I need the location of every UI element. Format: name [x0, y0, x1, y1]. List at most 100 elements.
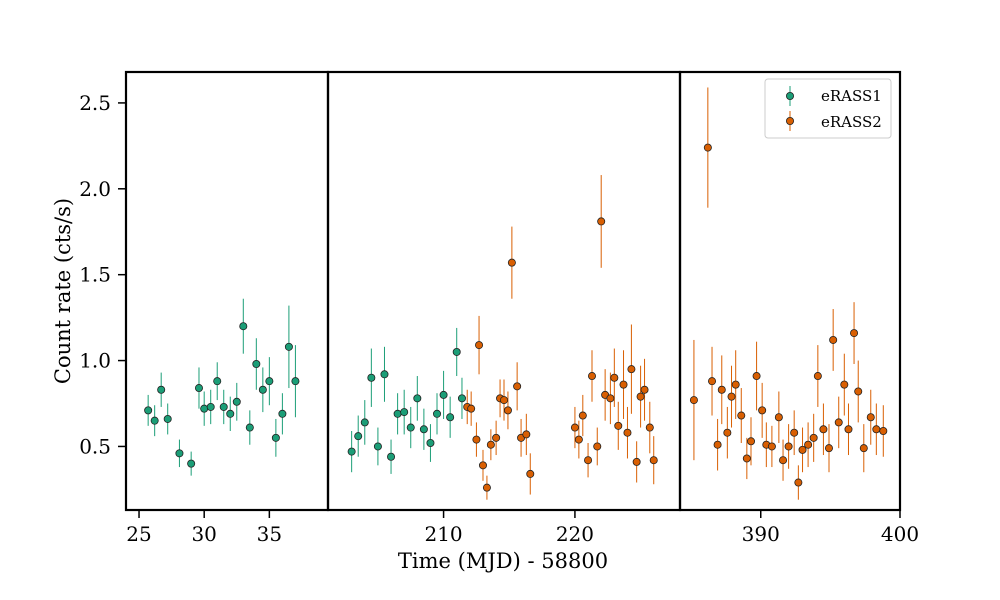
legend-marker-erass1 [786, 92, 795, 101]
point-erass1 [278, 409, 287, 418]
point-erass2 [747, 437, 756, 446]
point-erass2 [758, 406, 767, 415]
y-tick-label: 1.5 [79, 263, 111, 287]
point-erass2 [829, 335, 838, 344]
point-erass1 [452, 347, 461, 356]
x-tick-label: 35 [257, 522, 282, 546]
point-erass2 [840, 380, 849, 389]
point-erass2 [614, 421, 623, 430]
point-erass1 [419, 425, 428, 434]
point-erass2 [752, 372, 761, 381]
point-erass1 [252, 359, 261, 368]
x-tick-label: 400 [881, 522, 919, 546]
point-erass2 [574, 435, 583, 444]
point-erass2 [703, 143, 712, 152]
chart-panels [126, 72, 900, 510]
point-erass2 [503, 406, 512, 415]
point-erass2 [872, 425, 881, 434]
y-tick-label: 0.5 [79, 434, 111, 458]
point-erass2 [513, 382, 522, 391]
point-erass1 [226, 409, 235, 418]
point-erass1 [206, 402, 215, 411]
point-erass2 [475, 341, 484, 350]
x-tick-label: 210 [424, 522, 462, 546]
point-erass2 [499, 396, 508, 405]
point-erass2 [636, 392, 645, 401]
point-erass2 [854, 387, 863, 396]
point-erass2 [859, 444, 868, 453]
point-erass2 [809, 433, 818, 442]
point-erass2 [522, 430, 531, 439]
point-erass1 [258, 385, 267, 394]
point-erass2 [727, 392, 736, 401]
point-erass2 [723, 428, 732, 437]
x-tick-label: 30 [191, 522, 216, 546]
x-tick-label: 25 [126, 522, 151, 546]
point-erass2 [478, 461, 487, 470]
point-erass2 [819, 425, 828, 434]
point-erass1 [433, 409, 442, 418]
point-erass2 [588, 372, 597, 381]
point-erass1 [232, 397, 241, 406]
legend-entry-erass2: eRASS2 [786, 111, 882, 131]
point-erass2 [584, 456, 593, 465]
point-erass2 [813, 372, 822, 381]
point-erass2 [731, 380, 740, 389]
legend-box [764, 78, 892, 139]
point-erass2 [784, 442, 793, 451]
point-erass1 [457, 394, 466, 403]
point-erass1 [387, 452, 396, 461]
x-tick-label: 390 [742, 522, 780, 546]
point-erass1 [213, 377, 222, 386]
point-erass2 [708, 377, 717, 386]
data-points [144, 143, 888, 492]
x-tick-label: 220 [556, 522, 594, 546]
x-axis-title: Time (MJD) - 58800 [398, 549, 608, 573]
point-erass2 [649, 456, 658, 465]
point-erass2 [879, 426, 888, 435]
y-tick-label: 1.0 [79, 349, 111, 373]
point-erass2 [467, 404, 476, 413]
point-erass2 [779, 456, 788, 465]
point-erass1 [219, 402, 228, 411]
axis-ticks: 25 30 35 210 220 390 400 0.5 1.0 1.5 2.0 2.5 [79, 91, 919, 546]
point-erass2 [689, 396, 698, 405]
point-erass1 [239, 322, 248, 331]
legend: eRASS1 eRASS2 [764, 78, 892, 139]
point-erass1 [194, 384, 203, 393]
point-erass2 [492, 433, 501, 442]
point-erass2 [713, 440, 722, 449]
point-erass1 [360, 418, 369, 427]
point-erass1 [157, 385, 166, 394]
point-erass1 [373, 442, 382, 451]
point-erass1 [271, 433, 280, 442]
point-erass1 [400, 408, 409, 417]
point-erass2 [767, 442, 776, 451]
point-erass2 [866, 413, 875, 422]
y-axis-title: Count rate (cts/s) [51, 198, 75, 384]
point-erass1 [446, 413, 455, 422]
point-erass2 [597, 217, 606, 226]
panel-3-frame [678, 70, 902, 512]
point-erass1 [150, 416, 159, 425]
point-erass2 [790, 428, 799, 437]
point-erass1 [354, 432, 363, 441]
point-erass1 [144, 406, 153, 415]
point-erass2 [593, 442, 602, 451]
point-erass2 [798, 445, 807, 454]
y-tick-label: 2.5 [79, 91, 111, 115]
point-erass1 [163, 414, 172, 423]
point-erass1 [245, 423, 254, 432]
point-erass2 [526, 469, 535, 478]
point-erass2 [737, 411, 746, 420]
point-erass1 [367, 373, 376, 382]
point-erass2 [486, 440, 495, 449]
point-erass1 [439, 390, 448, 399]
point-erass1 [413, 394, 422, 403]
point-erass2 [610, 373, 619, 382]
legend-marker-erass2 [786, 117, 795, 126]
point-erass2 [619, 380, 628, 389]
point-erass1 [187, 459, 196, 468]
point-erass2 [824, 444, 833, 453]
